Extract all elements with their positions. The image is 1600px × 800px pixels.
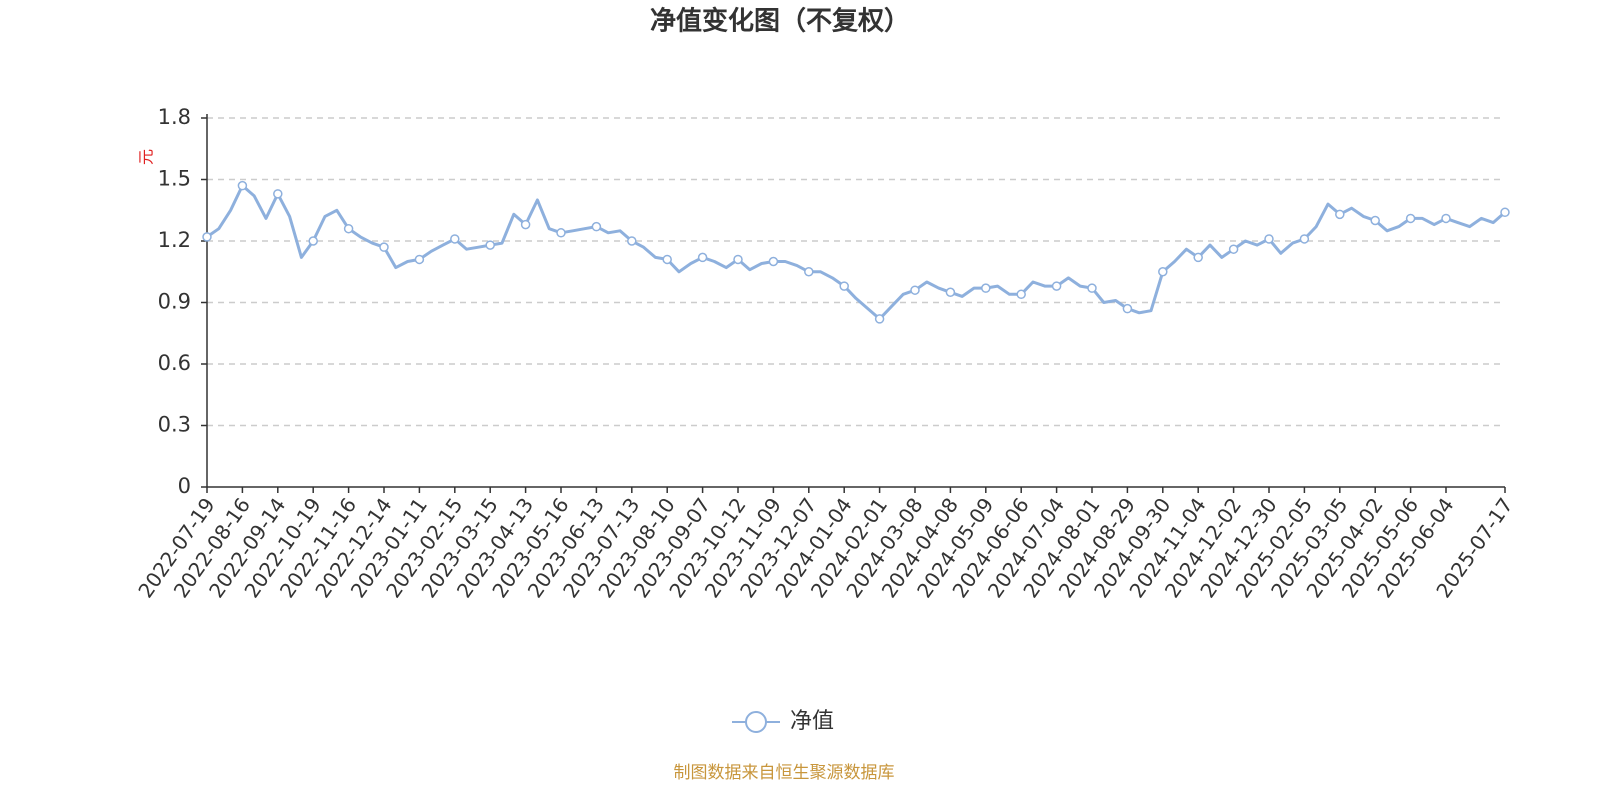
point-marker — [910, 285, 920, 295]
point-marker — [981, 283, 991, 293]
point-marker — [627, 236, 637, 246]
point-marker — [556, 228, 566, 238]
point-marker — [202, 232, 212, 242]
point-marker — [1500, 207, 1510, 218]
point-marker — [1299, 234, 1310, 244]
point-marker — [273, 189, 283, 199]
point-marker — [308, 236, 318, 246]
point-marker — [1051, 281, 1062, 291]
point-marker — [485, 240, 495, 250]
point-marker — [874, 314, 885, 324]
legend-label: 净值 — [790, 709, 834, 734]
legend-marker — [745, 711, 767, 733]
point-marker — [591, 221, 602, 232]
point-marker — [1264, 234, 1274, 244]
point-marker — [1158, 267, 1168, 277]
point-marker — [945, 287, 956, 297]
y-tick-label: 0.3 — [158, 413, 191, 437]
point-marker — [1016, 289, 1026, 300]
point-marker — [1405, 213, 1416, 224]
point-marker — [1441, 213, 1451, 224]
point-marker — [379, 242, 389, 252]
point-marker — [520, 219, 531, 230]
y-tick-label: 0.6 — [158, 351, 191, 375]
y-tick-label: 1.5 — [158, 167, 191, 191]
point-marker — [1193, 252, 1203, 263]
point-marker — [662, 254, 672, 265]
point-marker — [804, 267, 814, 277]
point-marker — [1335, 209, 1345, 220]
y-tick-label: 1.8 — [158, 105, 191, 129]
chart-title: 净值变化图（不复权） — [650, 6, 910, 37]
point-marker — [733, 254, 743, 265]
point-marker — [1370, 215, 1380, 226]
point-marker — [1087, 283, 1097, 293]
point-marker — [450, 234, 460, 244]
source-note: 制图数据来自恒生聚源数据库 — [674, 763, 895, 783]
point-marker — [697, 252, 708, 263]
point-marker — [343, 223, 354, 234]
point-marker — [414, 254, 425, 265]
point-marker — [1228, 244, 1239, 254]
y-tick-label: 1.2 — [158, 228, 191, 252]
y-tick-label: 0 — [178, 474, 191, 498]
series-line — [206, 184, 1506, 321]
point-marker — [839, 281, 849, 291]
point-marker — [237, 180, 248, 191]
y-tick-label: 0.9 — [158, 290, 191, 314]
point-marker — [768, 256, 779, 267]
y-axis-label: 元 — [137, 149, 156, 165]
point-marker — [1122, 303, 1133, 314]
